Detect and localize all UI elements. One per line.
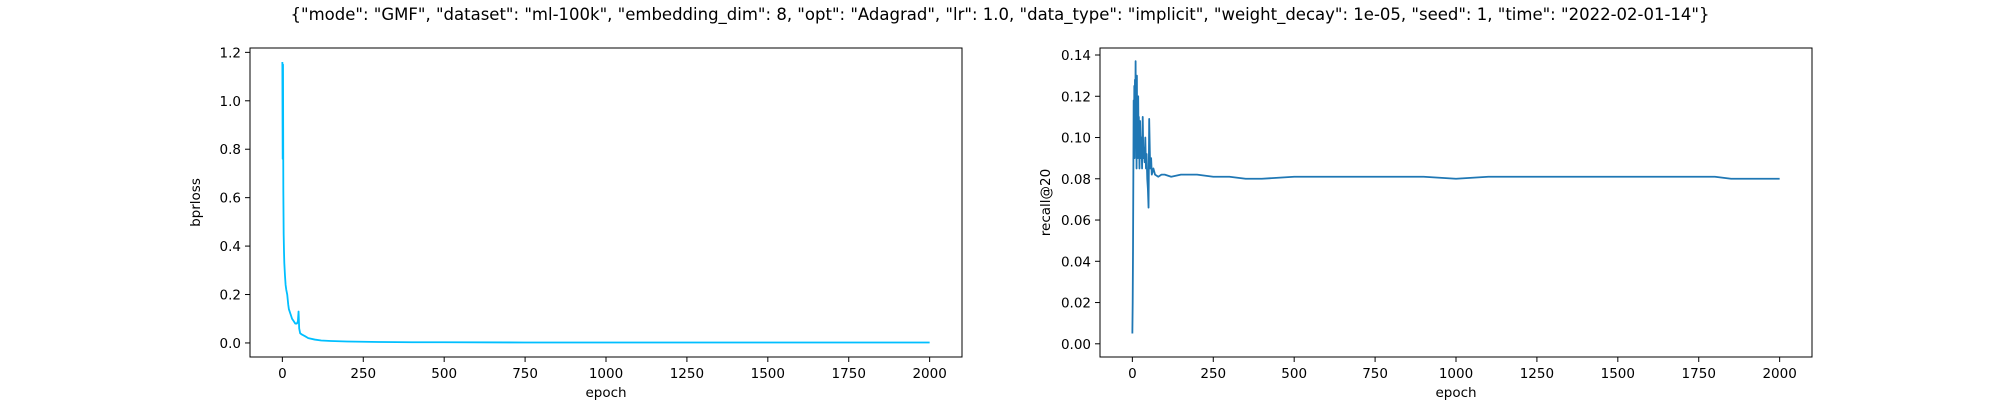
loss-x-tick-label: 1750	[832, 366, 866, 382]
recall-x-tick-label: 2000	[1762, 366, 1796, 382]
loss-x-tick-label: 1250	[670, 366, 704, 382]
recall-y-tick-label: 0.02	[1061, 296, 1091, 312]
recall-y-tick-label: 0.10	[1061, 131, 1091, 147]
loss-series-line	[281, 62, 930, 344]
recall-x-axis: 0 250 500 750 1000 1250 1500 1750 2000	[1128, 357, 1797, 382]
recall-x-tick-label: 1000	[1439, 366, 1473, 382]
recall-x-axis-label: epoch	[1435, 385, 1476, 400]
loss-x-axis: 0 250 500 750 1000 1250 1500 1750 2000	[278, 357, 947, 382]
loss-y-tick-label: 1.2	[220, 45, 241, 61]
recall-y-axis: 0.00 0.02 0.04 0.06 0.08 0.10 0.12 0.14	[1061, 48, 1100, 353]
loss-x-tick-label: 750	[512, 366, 538, 382]
recall-y-tick-label: 0.12	[1061, 89, 1091, 105]
recall-x-tick-label: 0	[1128, 366, 1137, 382]
recall-series-line	[1131, 60, 1780, 334]
recall-chart: 0 250 500 750 1000 1250 1500 1750 2000 0.000.020…	[1038, 47, 1813, 400]
loss-x-tick-label: 0	[278, 366, 287, 382]
loss-y-tick-label: 0.4	[220, 239, 241, 255]
recall-y-tick-label: 0.04	[1061, 254, 1091, 270]
recall-x-tick-label: 500	[1281, 366, 1307, 382]
loss-y-tick-label: 0.6	[220, 191, 241, 207]
loss-y-axis: 0.0 0.2 0.4 0.6 0.8 1.0 1.2	[220, 45, 250, 352]
loss-x-tick-label: 500	[431, 366, 457, 382]
recall-x-tick-label: 250	[1200, 366, 1226, 382]
loss-x-tick-label: 2000	[912, 366, 946, 382]
loss-y-tick-label: 0.0	[220, 336, 241, 352]
loss-y-tick-label: 1.0	[220, 94, 241, 110]
recall-axes-frame	[1099, 47, 1813, 358]
figure-title: {"mode": "GMF", "dataset": "ml-100k", "e…	[291, 5, 1710, 25]
recall-x-tick-label: 750	[1362, 366, 1388, 382]
recall-x-tick-label: 1500	[1601, 366, 1635, 382]
recall-y-tick-label: 0.14	[1061, 48, 1091, 64]
recall-y-tick-label: 0.00	[1061, 337, 1091, 353]
loss-plot-area	[281, 62, 930, 344]
recall-y-tick-label: 0.08	[1061, 172, 1091, 188]
loss-x-axis-label: epoch	[585, 385, 626, 400]
recall-y-tick-label: 0.06	[1061, 213, 1091, 229]
loss-x-tick-label: 250	[350, 366, 376, 382]
recall-plot-area	[1131, 60, 1780, 334]
loss-y-tick-label: 0.2	[220, 288, 241, 304]
loss-x-tick-label: 1500	[751, 366, 785, 382]
loss-chart: 0 250 500 750 1000 1250 1500 1750 2000 0.0 0.2 0.4…	[188, 45, 963, 400]
loss-y-axis-label: bprloss	[188, 178, 204, 227]
loss-axes-frame	[249, 47, 963, 358]
loss-x-tick-label: 1000	[589, 366, 623, 382]
recall-x-tick-label: 1250	[1520, 366, 1554, 382]
recall-y-axis-label: recall@20	[1038, 169, 1054, 236]
recall-x-tick-label: 1750	[1682, 366, 1716, 382]
loss-y-tick-label: 0.8	[220, 142, 241, 158]
